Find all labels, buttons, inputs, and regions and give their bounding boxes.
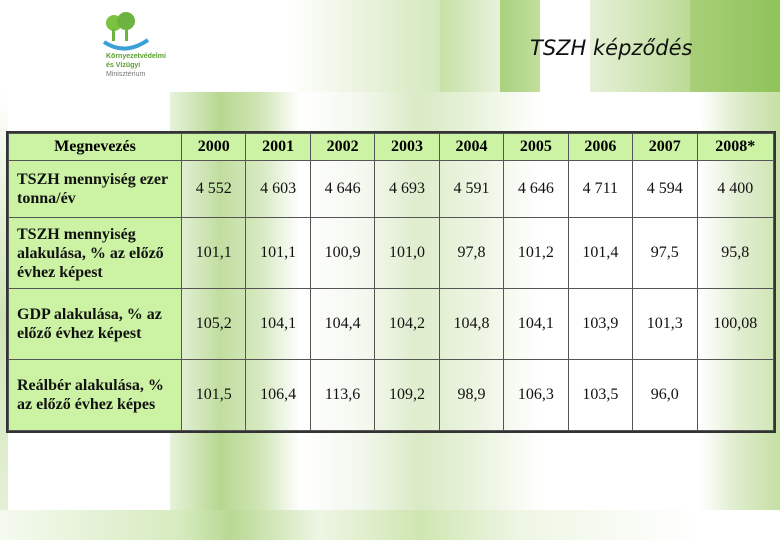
header-stripe: [500, 0, 540, 92]
table-cell: 104,1: [503, 288, 569, 360]
table-cell: 101,5: [180, 359, 247, 431]
table-cell: 101,1: [180, 217, 247, 289]
header-stripe: [290, 0, 350, 92]
table-row: TSZH mennyiség alakulása, % az előző évh…: [8, 217, 774, 289]
table-cell: 106,3: [503, 359, 569, 431]
table-cell: 4 591: [438, 160, 505, 218]
table-cell: 104,4: [309, 288, 376, 360]
table-cell: 4 603: [245, 160, 311, 218]
logo-text: Környezetvédelmi és Vízügyi Minisztérium: [106, 52, 166, 79]
table-cell: 104,1: [245, 288, 311, 360]
header-cell: 2000: [180, 133, 247, 161]
table-cell: 100,08: [696, 288, 774, 360]
header-cell: 2002: [309, 133, 376, 161]
table-cell: 95,8: [696, 217, 774, 289]
table-cell: 101,0: [374, 217, 440, 289]
table-cell: 101,3: [632, 288, 698, 360]
table-cell: 104,8: [438, 288, 505, 360]
table-cell: 96,0: [632, 359, 698, 431]
row-label: TSZH mennyiség alakulása, % az előző évh…: [8, 217, 182, 289]
table-cell: 4 400: [696, 160, 774, 218]
table-row: Reálbér alakulása, % az előző évhez képe…: [8, 359, 774, 431]
header-cell: Megnevezés: [8, 133, 182, 161]
page-title: TSZH képződés: [530, 36, 693, 60]
header-stripe: [590, 0, 690, 92]
logo-line-3: Minisztérium: [106, 71, 146, 78]
data-table: Megnevezés 2000 2001 2002 2003 2004 2005…: [8, 133, 774, 431]
table-cell: 4 711: [567, 160, 634, 218]
header-cell: 2004: [438, 133, 505, 161]
table-cell: 98,9: [438, 359, 505, 431]
row-label: Reálbér alakulása, % az előző évhez képe…: [8, 359, 182, 431]
left-decor-strip: [0, 92, 8, 540]
table-cell: 101,1: [245, 217, 311, 289]
header-cell: 2007: [632, 133, 698, 161]
header-cell: 2003: [374, 133, 440, 161]
header-stripe: [350, 0, 440, 92]
table-cell: 97,5: [632, 217, 698, 289]
bottom-decor-band: [0, 510, 780, 540]
table-cell: 101,2: [503, 217, 569, 289]
header-cell: 2006: [567, 133, 634, 161]
row-label: TSZH mennyiség ezer tonna/év: [8, 160, 182, 218]
slide-header: [0, 0, 780, 92]
table-cell: 101,4: [567, 217, 634, 289]
table-cell: 106,4: [245, 359, 311, 431]
table-cell: 109,2: [374, 359, 440, 431]
header-stripe: [440, 0, 500, 92]
table-cell: 113,6: [309, 359, 376, 431]
table-cell: 100,9: [309, 217, 376, 289]
table-cell: 103,5: [567, 359, 634, 431]
table-cell: 4 693: [374, 160, 440, 218]
data-table-frame: Megnevezés 2000 2001 2002 2003 2004 2005…: [6, 131, 776, 433]
header-cell: 2005: [503, 133, 569, 161]
logo-line-2: és Vízügyi: [106, 62, 141, 69]
table-row: TSZH mennyiség ezer tonna/év 4 552 4 603…: [8, 160, 774, 218]
logo-line-1: Környezetvédelmi: [106, 53, 166, 60]
table-cell: 4 646: [309, 160, 376, 218]
table-cell: 105,2: [180, 288, 247, 360]
table-cell: 4 552: [180, 160, 247, 218]
header-stripe: [690, 0, 780, 92]
table-cell: 4 594: [632, 160, 698, 218]
ministry-logo-icon: [102, 12, 150, 51]
table-cell: 4 646: [503, 160, 569, 218]
row-label: GDP alakulása, % az előző évhez képest: [8, 288, 182, 360]
header-cell: 2008*: [696, 133, 774, 161]
table-cell: 97,8: [438, 217, 505, 289]
header-cell: 2001: [245, 133, 311, 161]
header-stripe: [540, 0, 590, 92]
table-cell: 103,9: [567, 288, 634, 360]
table-row: GDP alakulása, % az előző évhez képest 1…: [8, 288, 774, 360]
table-header-row: Megnevezés 2000 2001 2002 2003 2004 2005…: [8, 133, 774, 161]
table-cell: [696, 359, 774, 431]
table-cell: 104,2: [374, 288, 440, 360]
